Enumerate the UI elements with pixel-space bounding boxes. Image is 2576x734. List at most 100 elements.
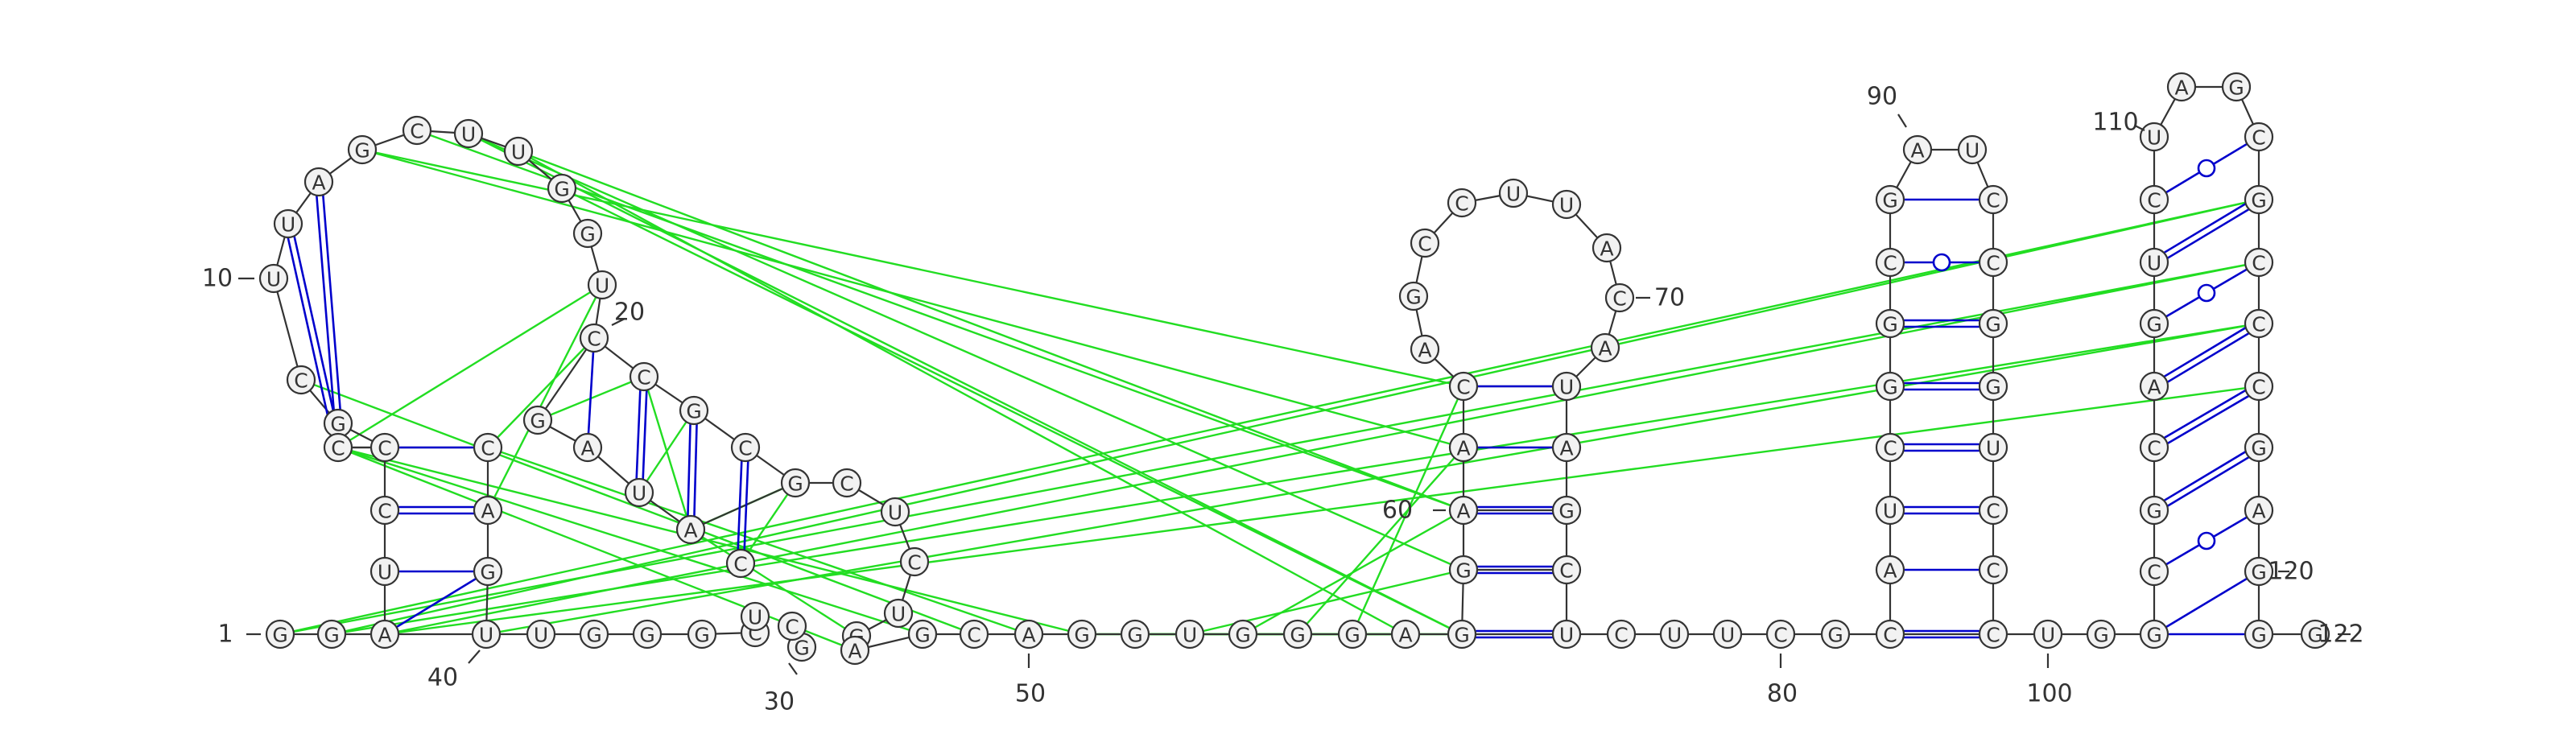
position-label-20: 20 xyxy=(614,299,645,327)
svg-text:G: G xyxy=(586,624,601,647)
nucleotide-62: U xyxy=(1659,619,1690,649)
nucleotide-49: C xyxy=(1410,228,1440,258)
base-pair-line xyxy=(2155,325,2261,390)
svg-text:U: U xyxy=(595,274,609,298)
nucleotide-99: C xyxy=(2244,247,2274,278)
nucleotide-48: G xyxy=(1398,281,1429,311)
svg-text:U: U xyxy=(1183,624,1197,647)
svg-text:U: U xyxy=(1667,624,1682,647)
nucleotide-111: C xyxy=(286,365,316,395)
nucleotide-67: A xyxy=(1875,555,1905,585)
interaction-line xyxy=(638,410,695,493)
nucleotide-102: G xyxy=(2244,432,2274,463)
base-pair-line xyxy=(2152,320,2258,385)
interaction-line xyxy=(487,446,1030,636)
svg-text:G: G xyxy=(2146,313,2161,336)
svg-text:A: A xyxy=(683,519,697,542)
svg-text:C: C xyxy=(1773,624,1787,647)
nucleotide-104: G xyxy=(2244,556,2274,587)
svg-text:C: C xyxy=(378,437,391,460)
nucleotide-96: G xyxy=(2221,72,2252,102)
nucleotide-14: C xyxy=(402,115,432,146)
svg-text:C: C xyxy=(1614,624,1628,647)
interaction-line xyxy=(1351,386,1465,635)
backbone-segment xyxy=(272,278,303,381)
nucleotide-13: G xyxy=(347,134,378,165)
interaction-line xyxy=(384,261,2260,636)
svg-text:G: G xyxy=(1882,189,1897,212)
svg-text:C: C xyxy=(1883,624,1897,647)
svg-text:U: U xyxy=(2041,624,2055,647)
nucleotide-53: A xyxy=(1591,233,1622,263)
tertiary-interaction-lines xyxy=(279,129,2260,652)
svg-text:C: C xyxy=(1455,192,1468,216)
svg-text:A: A xyxy=(312,171,325,195)
nucleotide-47: A xyxy=(1410,334,1440,365)
nucleotide-64: C xyxy=(1765,619,1796,649)
nucleotide-71: G xyxy=(1875,308,1905,339)
svg-text:G: G xyxy=(1558,500,1574,523)
base-pair-line xyxy=(2152,382,2258,446)
svg-text:A: A xyxy=(1883,559,1897,583)
interaction-line xyxy=(468,132,1463,636)
nucleotide-72: C xyxy=(1875,247,1905,278)
nucleotide-68: U xyxy=(1875,495,1905,526)
svg-text:G: G xyxy=(794,637,809,660)
base-pair-line xyxy=(2153,570,2260,636)
svg-text:G: G xyxy=(354,139,369,163)
svg-text:G: G xyxy=(1290,624,1305,647)
nucleotide-107: U xyxy=(369,556,400,587)
nucleotide-90: A xyxy=(2139,371,2169,402)
position-label-60: 60 xyxy=(1382,497,1413,525)
nucleotide-7: G xyxy=(632,619,663,649)
position-label-70: 70 xyxy=(1654,284,1685,312)
svg-text:A: A xyxy=(1559,437,1573,460)
position-label-30: 30 xyxy=(764,688,795,716)
nucleotide-84: U xyxy=(2033,619,2063,649)
interaction-line xyxy=(1297,447,1464,635)
svg-text:G: G xyxy=(554,178,569,201)
position-tick xyxy=(788,662,798,675)
nucleotide-3: A xyxy=(369,619,400,649)
nucleotide-24: G xyxy=(780,468,811,498)
svg-text:C: C xyxy=(587,328,601,351)
nucleotide-50: C xyxy=(1447,188,1477,218)
svg-text:U: U xyxy=(1965,139,1979,163)
interaction-line xyxy=(485,322,2260,636)
nucleotide-106: G xyxy=(2300,619,2330,649)
svg-text:C: C xyxy=(1559,559,1573,583)
nucleotide-10: U xyxy=(258,263,289,294)
svg-text:G: G xyxy=(2228,76,2244,100)
nucleotide-81: C xyxy=(1978,495,2008,526)
nucleotide-105: G xyxy=(2244,619,2274,649)
svg-text:C: C xyxy=(907,551,921,575)
svg-text:C: C xyxy=(1883,252,1897,275)
svg-text:C: C xyxy=(1418,233,1431,256)
nucleotide-nodes: GGAUUGGGCUUAGCUUGGUCCGCGCUCUGGAGCAGGUGGG… xyxy=(258,72,2330,666)
nucleotide-113: C xyxy=(473,432,503,463)
svg-text:C: C xyxy=(2252,376,2265,399)
svg-text:C: C xyxy=(785,616,799,639)
svg-text:U: U xyxy=(378,561,392,584)
nucleotide-45: A xyxy=(1448,432,1479,463)
svg-text:G: G xyxy=(272,624,287,647)
svg-text:U: U xyxy=(1559,194,1574,217)
svg-text:C: C xyxy=(967,624,980,647)
nucleotide-79: G xyxy=(1978,371,2008,402)
svg-text:U: U xyxy=(2147,126,2161,150)
nucleotide-89: C xyxy=(2139,432,2169,463)
nucleotide-20: C xyxy=(579,323,609,353)
svg-text:G: G xyxy=(2251,189,2266,212)
svg-text:G: G xyxy=(1406,286,1421,309)
svg-text:U: U xyxy=(479,624,493,647)
svg-text:U: U xyxy=(1720,624,1735,647)
svg-text:A: A xyxy=(1398,624,1412,647)
svg-text:C: C xyxy=(1986,252,2000,275)
nucleotide-63: U xyxy=(1712,619,1743,649)
svg-text:U: U xyxy=(1986,437,2000,460)
svg-text:G: G xyxy=(580,223,595,246)
base-pair-line xyxy=(314,182,336,424)
nucleotide-80: U xyxy=(1978,432,2008,463)
svg-text:G: G xyxy=(686,400,701,423)
